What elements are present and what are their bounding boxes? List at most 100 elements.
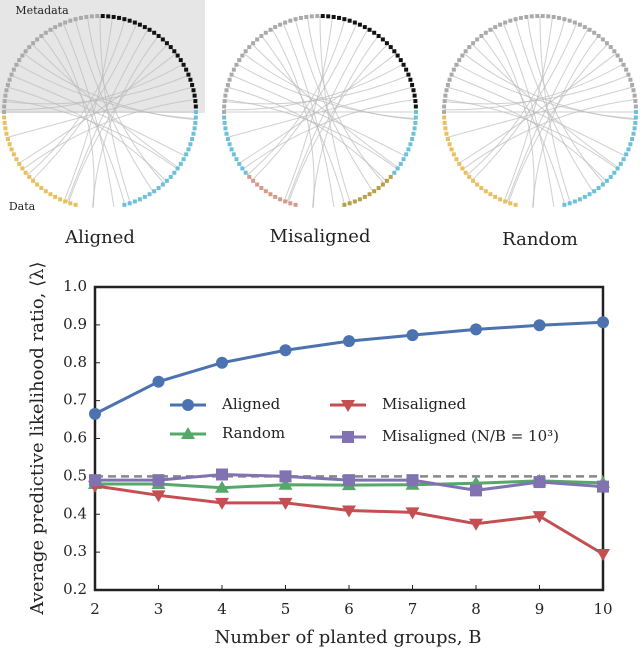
node xyxy=(513,17,518,22)
edge-bundle xyxy=(86,16,165,184)
node xyxy=(2,110,6,114)
node xyxy=(630,137,635,142)
node xyxy=(223,126,228,131)
node xyxy=(20,166,25,171)
node xyxy=(142,25,147,30)
node xyxy=(463,49,468,54)
node xyxy=(618,58,623,63)
node xyxy=(58,197,63,202)
y-tick-label: 0.5 xyxy=(63,466,87,484)
node xyxy=(401,157,406,162)
node xyxy=(160,182,165,187)
y-tick-label: 0.4 xyxy=(63,504,87,522)
node xyxy=(626,72,631,77)
node xyxy=(600,37,605,42)
x-axis-label: Number of planted groups, B xyxy=(215,627,482,648)
edge-bundle xyxy=(63,16,114,202)
node xyxy=(624,67,629,72)
x-tick-label: 2 xyxy=(90,600,100,618)
node xyxy=(630,82,635,87)
node xyxy=(551,14,556,19)
node xyxy=(283,199,288,204)
marker xyxy=(152,474,165,487)
marker xyxy=(533,319,546,332)
node xyxy=(479,186,484,191)
y-tick-label: 0.7 xyxy=(63,391,87,409)
node xyxy=(7,77,12,82)
node xyxy=(483,30,488,35)
edge-bundle xyxy=(238,53,397,164)
node xyxy=(168,45,173,50)
node xyxy=(442,115,447,120)
node xyxy=(4,88,9,93)
y-tick-label: 0.3 xyxy=(63,542,87,560)
marker xyxy=(151,490,166,503)
node xyxy=(467,45,472,50)
node xyxy=(404,152,409,157)
node xyxy=(508,18,513,23)
edge-bundle xyxy=(92,35,159,208)
node xyxy=(518,15,523,20)
node xyxy=(2,115,7,120)
node xyxy=(2,104,7,109)
x-tick-label: 5 xyxy=(281,600,291,618)
node xyxy=(411,131,416,136)
node xyxy=(444,88,449,93)
node xyxy=(234,157,239,162)
node xyxy=(449,147,454,152)
marker xyxy=(343,335,355,348)
edge-bundle xyxy=(66,28,149,203)
legend-marker xyxy=(181,427,195,439)
edge-bundle xyxy=(247,19,346,176)
marker xyxy=(279,470,292,483)
node xyxy=(14,157,19,162)
node xyxy=(142,194,147,199)
edge-bundle xyxy=(31,43,179,169)
edge-bundle xyxy=(507,43,609,203)
node xyxy=(615,53,620,58)
node xyxy=(557,15,562,20)
node xyxy=(479,33,484,38)
node xyxy=(237,58,242,63)
node xyxy=(2,99,7,104)
node xyxy=(222,120,227,125)
node xyxy=(592,30,597,35)
node xyxy=(577,22,582,27)
node xyxy=(7,142,12,147)
node xyxy=(251,178,256,183)
node xyxy=(587,27,592,32)
node xyxy=(20,53,25,58)
node xyxy=(395,166,400,171)
node xyxy=(410,137,415,142)
node xyxy=(240,166,245,171)
node xyxy=(612,49,617,54)
node xyxy=(372,30,377,35)
node xyxy=(259,186,264,191)
node xyxy=(628,142,633,147)
node xyxy=(413,120,418,125)
node xyxy=(540,14,545,19)
node xyxy=(63,20,68,25)
node xyxy=(398,161,403,166)
node xyxy=(224,131,229,136)
node xyxy=(392,170,397,175)
marker xyxy=(216,356,228,369)
node xyxy=(628,77,633,82)
node xyxy=(488,192,493,197)
node xyxy=(4,131,9,136)
node xyxy=(454,62,459,67)
node xyxy=(227,77,232,82)
node xyxy=(475,37,480,42)
node xyxy=(621,157,626,162)
node xyxy=(449,72,454,77)
node xyxy=(122,17,127,22)
node xyxy=(442,110,446,114)
node xyxy=(444,131,449,136)
edge-bundle xyxy=(458,53,617,164)
edge-bundle xyxy=(506,28,589,203)
edge-bundle xyxy=(27,19,126,176)
node xyxy=(132,199,137,204)
marker xyxy=(596,549,610,562)
node xyxy=(615,166,620,171)
node xyxy=(263,30,268,35)
